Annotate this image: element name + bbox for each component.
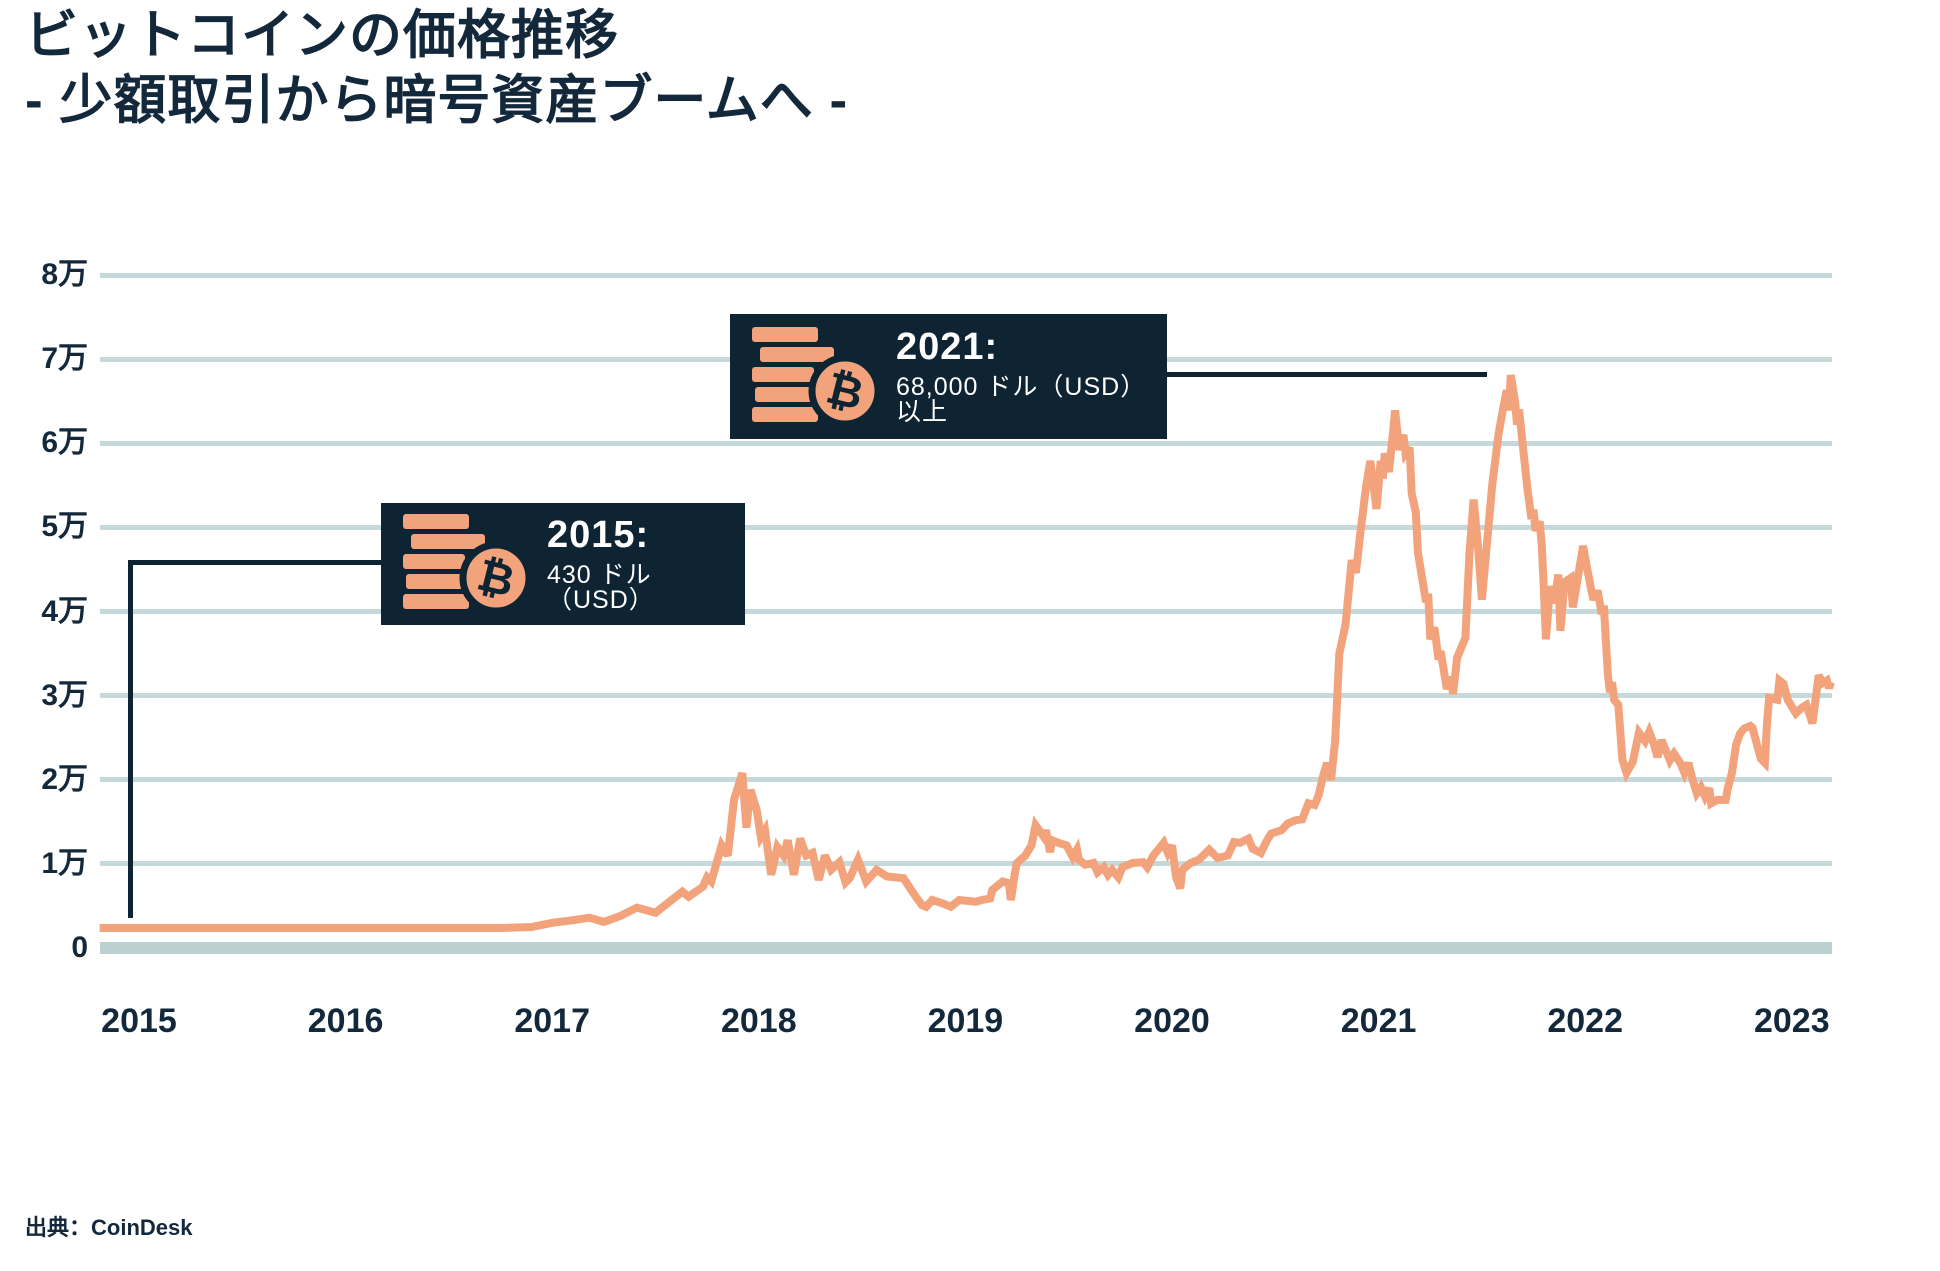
page-title: ビットコインの価格推移 - 少額取引から暗号資産ブームへ - <box>25 4 848 133</box>
x-axis-tick: 2023 <box>1753 1002 1830 1040</box>
bitcoin-coins-icon: ₿ <box>752 326 882 427</box>
x-axis-tick: 2022 <box>1547 1002 1623 1040</box>
x-axis-tick: 2020 <box>1134 1002 1210 1040</box>
grid-line <box>100 693 1832 699</box>
page-title-line1: ビットコインの価格推移 <box>25 6 619 65</box>
y-axis-tick: 6万 <box>41 426 88 460</box>
annotation-2021: ₿ 2021: 68,000 ドル（USD）以上 <box>730 314 1167 439</box>
price-line <box>99 374 1835 932</box>
page-title-line2: - 少額取引から暗号資産ブームへ - <box>25 70 849 130</box>
x-axis-tick: 2015 <box>101 1002 177 1040</box>
annotation-2015-year: 2015: <box>547 513 650 556</box>
grid-line <box>100 272 1832 278</box>
grid-line <box>100 609 1832 614</box>
grid-line <box>100 777 1832 783</box>
annotation-2021-text: 2021: 68,000 ドル（USD）以上 <box>896 328 1167 425</box>
leader-line-2015-horizontal <box>128 560 385 565</box>
y-axis-tick: 3万 <box>41 678 88 712</box>
annotation-2021-year: 2021: <box>896 326 999 368</box>
leader-line-2021-horizontal <box>1165 372 1487 377</box>
x-axis-tick: 2018 <box>720 1002 797 1040</box>
y-axis-tick: 8万 <box>41 258 88 291</box>
x-axis-tick: 2016 <box>307 1002 384 1040</box>
y-axis-tick: 4万 <box>41 594 88 628</box>
x-axis-tick: 2017 <box>514 1002 590 1040</box>
leader-line-2015-vertical <box>128 560 133 918</box>
annotation-2021-value: 68,000 ドル（USD）以上 <box>896 373 1147 426</box>
grid-line <box>100 440 1832 446</box>
y-axis-tick: 2万 <box>41 762 88 796</box>
y-axis-tick: 0 <box>71 931 88 964</box>
bitcoin-coins-icon: ₿ <box>403 514 533 615</box>
x-axis-tick: 2021 <box>1340 1002 1417 1040</box>
grid-baseline <box>100 942 1832 954</box>
grid-line <box>100 861 1832 867</box>
y-axis-tick: 7万 <box>41 342 88 376</box>
annotation-2015-text: 2015: 430 ドル（USD） <box>547 516 745 613</box>
x-axis-tick: 2019 <box>927 1002 1004 1040</box>
annotation-2015-value: 430 ドル（USD） <box>547 560 655 614</box>
y-axis-tick: 1万 <box>41 846 88 880</box>
y-axis-tick: 5万 <box>41 510 88 544</box>
source-note: 出典：CoinDesk <box>25 1215 193 1240</box>
grid-line <box>100 524 1832 530</box>
annotation-2015: ₿ 2015: 430 ドル（USD） <box>381 503 745 625</box>
